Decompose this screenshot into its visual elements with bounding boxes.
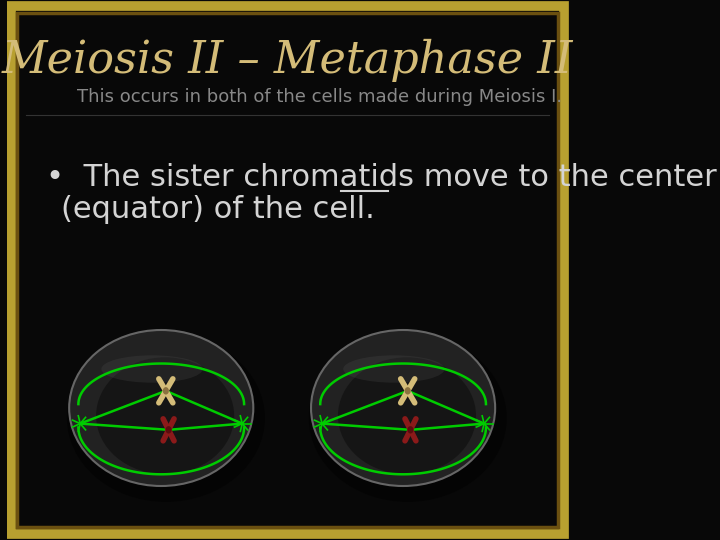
- Text: •  The sister chromatids move to the center: • The sister chromatids move to the cent…: [46, 163, 716, 192]
- Ellipse shape: [69, 330, 253, 486]
- Circle shape: [163, 388, 168, 394]
- Ellipse shape: [96, 357, 234, 474]
- Text: Meiosis II – Metaphase II: Meiosis II – Metaphase II: [2, 38, 573, 82]
- Circle shape: [408, 427, 413, 433]
- Ellipse shape: [102, 355, 202, 383]
- Ellipse shape: [338, 357, 476, 474]
- Text: (equator) of the cell.: (equator) of the cell.: [61, 195, 375, 225]
- Ellipse shape: [343, 355, 444, 383]
- Ellipse shape: [309, 334, 507, 502]
- Ellipse shape: [311, 330, 495, 486]
- Ellipse shape: [67, 334, 265, 502]
- Circle shape: [405, 388, 410, 394]
- Circle shape: [166, 427, 171, 433]
- Text: This occurs in both of the cells made during Meiosis I.: This occurs in both of the cells made du…: [77, 88, 562, 106]
